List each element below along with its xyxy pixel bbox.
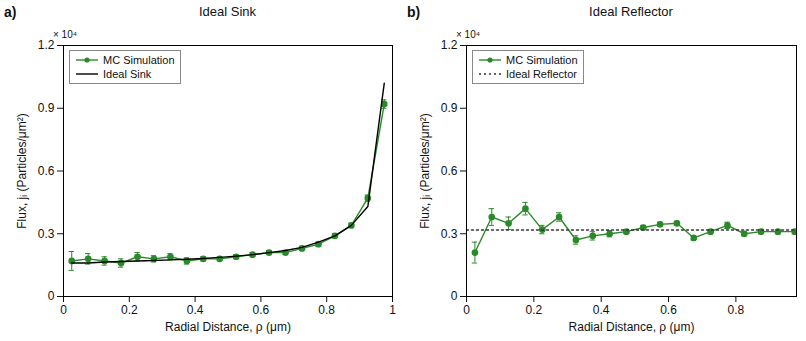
svg-text:0: 0 bbox=[60, 303, 67, 317]
svg-text:0.6: 0.6 bbox=[253, 303, 270, 317]
html-text:× 10⁴: × 10⁴ bbox=[53, 29, 77, 40]
html-text:Ideal Reflector: Ideal Reflector bbox=[506, 68, 577, 80]
svg-text:0.3: 0.3 bbox=[38, 227, 55, 241]
svg-text:Radial Distance, ρ (μm): Radial Distance, ρ (μm) bbox=[165, 320, 291, 334]
svg-text:0.8: 0.8 bbox=[728, 303, 745, 317]
svg-text:0.6: 0.6 bbox=[38, 164, 55, 178]
svg-text:0.8: 0.8 bbox=[318, 303, 335, 317]
html-text:b): b) bbox=[407, 4, 421, 20]
svg-text:Flux, jᵢ (Particles/μm²): Flux, jᵢ (Particles/μm²) bbox=[418, 113, 432, 228]
svg-text:0.6: 0.6 bbox=[441, 164, 458, 178]
svg-text:0: 0 bbox=[48, 289, 55, 303]
html-text:a): a) bbox=[4, 4, 17, 20]
html-text:Ideal Sink: Ideal Sink bbox=[199, 4, 256, 19]
html-text:MC Simulation: MC Simulation bbox=[506, 54, 578, 66]
svg-text:1.2: 1.2 bbox=[441, 38, 458, 52]
svg-text:1.2: 1.2 bbox=[38, 38, 55, 52]
html-text:× 10⁴: × 10⁴ bbox=[456, 29, 480, 40]
svg-text:0.9: 0.9 bbox=[441, 101, 458, 115]
svg-text:0: 0 bbox=[451, 289, 458, 303]
svg-text:0.2: 0.2 bbox=[526, 303, 543, 317]
svg-text:Radial Distance, ρ (μm): Radial Distance, ρ (μm) bbox=[569, 320, 695, 334]
svg-text:1: 1 bbox=[389, 303, 396, 317]
svg-text:0.2: 0.2 bbox=[121, 303, 138, 317]
html-text:Ideal Reflector: Ideal Reflector bbox=[589, 4, 673, 19]
svg-text:0: 0 bbox=[463, 303, 470, 317]
svg-text:0.4: 0.4 bbox=[593, 303, 610, 317]
svg-text:0.4: 0.4 bbox=[187, 303, 204, 317]
svg-text:0.6: 0.6 bbox=[660, 303, 677, 317]
svg-text:0.9: 0.9 bbox=[38, 101, 55, 115]
svg-text:Flux, jᵢ (Particles/μm²): Flux, jᵢ (Particles/μm²) bbox=[15, 113, 29, 228]
html-text:Ideal Sink: Ideal Sink bbox=[103, 68, 152, 80]
svg-text:0.3: 0.3 bbox=[441, 227, 458, 241]
html-text:MC Simulation: MC Simulation bbox=[103, 54, 175, 66]
